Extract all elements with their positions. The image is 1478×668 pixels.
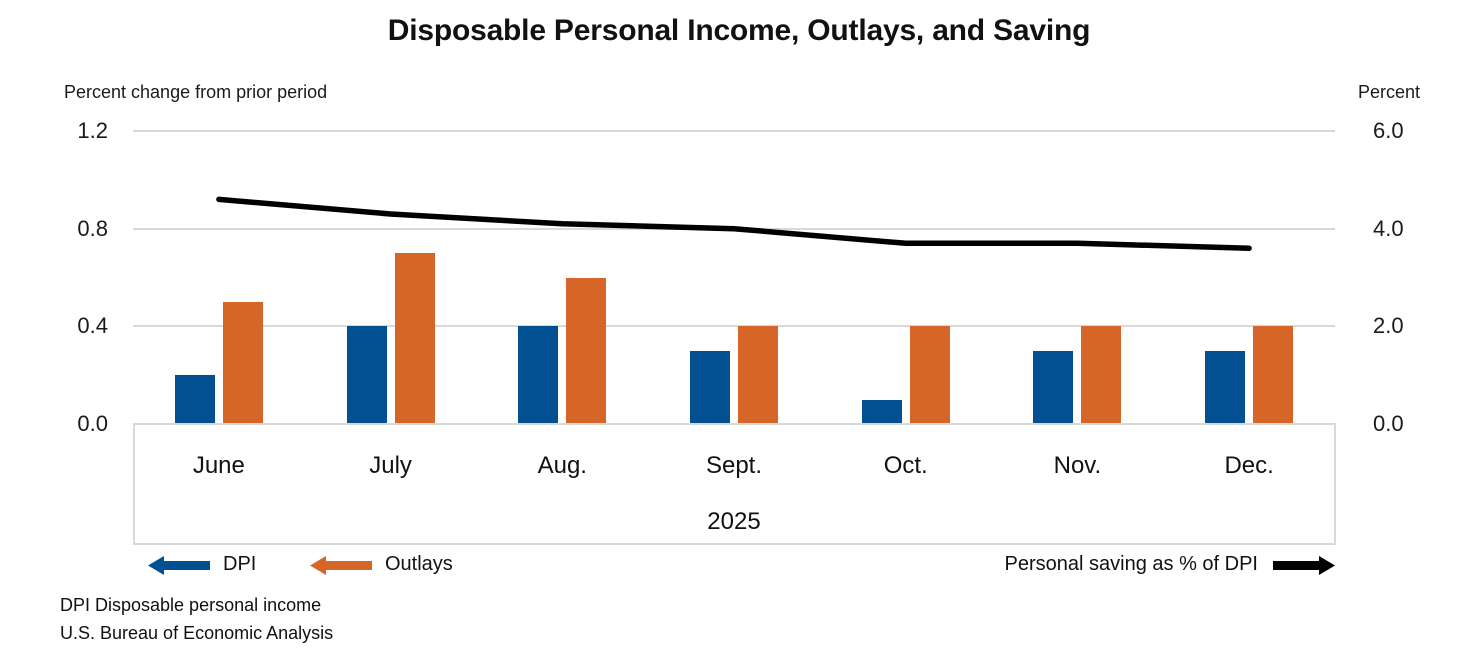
month-label-oct: Oct. <box>883 452 928 479</box>
left-ticks-0.0: 0.0 <box>77 411 108 436</box>
saving-arrow-icon <box>1273 556 1335 575</box>
year-label: 2025 <box>707 508 761 535</box>
bar-dpi-oct <box>861 399 902 424</box>
outlays-arrow-icon <box>310 556 372 575</box>
footnote-dpi-definition: DPI Disposable personal income <box>60 595 322 615</box>
right-ticks-0.0: 0.0 <box>1373 411 1404 436</box>
month-label-aug: Aug. <box>537 452 587 479</box>
saving-line <box>216 196 1252 251</box>
left-ticks-1.2: 1.2 <box>77 118 108 143</box>
bar-outlays-nov <box>1081 326 1122 424</box>
chart-title: Disposable Personal Income, Outlays, and… <box>387 14 1091 47</box>
month-label-nov: Nov. <box>1053 452 1102 479</box>
bar-dpi-july <box>346 326 387 424</box>
gridline-0.4 <box>133 325 1335 328</box>
bar-outlays-oct <box>909 326 950 424</box>
bar-dpi-dec <box>1205 350 1246 424</box>
bar-dpi-sept <box>690 350 730 424</box>
gridline-1.2 <box>133 130 1335 132</box>
legend-outlays-label: Outlays <box>385 553 453 575</box>
right-axis-caption: Percent <box>1358 82 1421 102</box>
bar-dpi-nov <box>1033 350 1074 424</box>
legend-dpi-label: DPI <box>223 553 257 575</box>
legend-saving-label: Personal saving as % of DPI <box>1004 553 1258 575</box>
footnote-source: U.S. Bureau of Economic Analysis <box>60 623 334 643</box>
bar-outlays-sept <box>738 326 778 424</box>
month-label-dec: Dec. <box>1224 452 1274 479</box>
dpi-arrow-icon <box>148 556 210 575</box>
bar-outlays-dec <box>1253 326 1294 424</box>
left-axis-caption: Percent change from prior period <box>64 82 328 102</box>
right-ticks-6.0: 6.0 <box>1373 118 1404 143</box>
bar-outlays-july <box>394 253 435 424</box>
month-label-july: July <box>369 452 412 479</box>
x-axis-label-box <box>133 423 1336 545</box>
right-ticks-2.0: 2.0 <box>1373 313 1404 339</box>
bar-outlays-june <box>222 301 263 424</box>
bar-dpi-june <box>174 375 215 424</box>
month-label-sept: Sept. <box>705 452 763 479</box>
gridline-0.8 <box>133 227 1335 230</box>
bar-outlays-aug <box>566 277 607 424</box>
left-ticks-0.4: 0.4 <box>77 313 108 339</box>
month-label-june: June <box>192 452 245 479</box>
right-ticks-4.0: 4.0 <box>1373 215 1404 241</box>
left-ticks-0.8: 0.8 <box>77 215 108 241</box>
bar-dpi-aug <box>518 326 559 424</box>
